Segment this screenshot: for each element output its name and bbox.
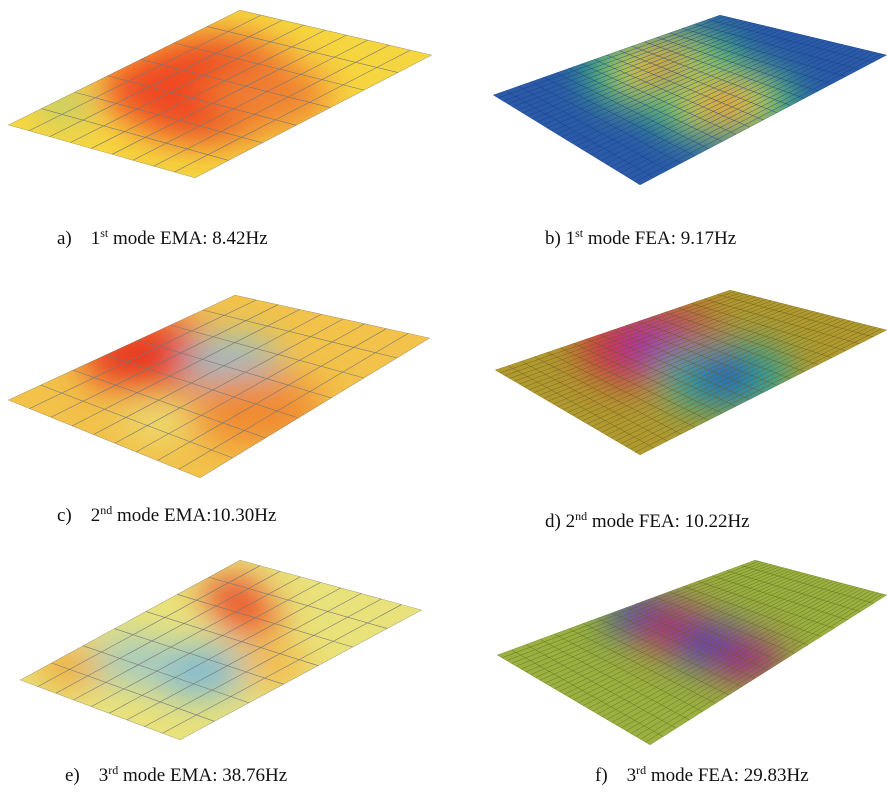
caption-text: rd	[108, 763, 118, 777]
caption-text: 3	[627, 765, 637, 786]
figure: a) 1st mode EMA: 8.42Hz b) 1st mode FEA:…	[0, 0, 887, 792]
contour-blob	[240, 648, 310, 686]
caption-text: 2	[91, 505, 101, 526]
contour-blob	[205, 62, 331, 129]
caption-text: nd	[100, 503, 112, 517]
plate	[493, 15, 887, 185]
caption-text: mode EMA:10.30Hz	[112, 505, 276, 526]
caption-text: 2	[566, 511, 576, 532]
plate	[8, 295, 430, 478]
caption: e) 3rd mode EMA: 38.76Hz	[65, 763, 287, 787]
caption-text: 1	[566, 228, 576, 249]
caption: f) 3rd mode FEA: 29.83Hz	[595, 763, 809, 787]
caption-text: d)	[545, 511, 561, 532]
caption-text: st	[575, 226, 583, 240]
caption-text: mode EMA: 38.76Hz	[118, 765, 287, 786]
caption-text: 3	[99, 765, 109, 786]
contour-blob	[222, 603, 284, 636]
caption-text: 1	[91, 228, 101, 249]
caption-text: a)	[57, 228, 72, 249]
caption-text: mode FEA: 29.83Hz	[646, 765, 809, 786]
caption: c) 2nd mode EMA:10.30Hz	[57, 503, 276, 527]
plate	[20, 560, 422, 740]
plate	[497, 560, 887, 745]
caption-text: b)	[545, 228, 561, 249]
caption-text: rd	[636, 763, 646, 777]
mode-shape-plots	[0, 0, 887, 792]
caption-text: mode FEA: 9.17Hz	[583, 228, 736, 249]
caption-text: f)	[595, 765, 608, 786]
caption: b) 1st mode FEA: 9.17Hz	[545, 226, 736, 250]
contour-blob	[183, 372, 323, 447]
caption-text: nd	[575, 509, 587, 523]
caption-text: c)	[57, 505, 72, 526]
caption: d) 2nd mode FEA: 10.22Hz	[545, 509, 750, 533]
caption-text: mode FEA: 10.22Hz	[587, 511, 750, 532]
plate	[8, 10, 432, 178]
caption-text: mode EMA: 8.42Hz	[108, 228, 267, 249]
contour-blob	[34, 649, 104, 687]
caption-text: e)	[65, 765, 80, 786]
contour-blob	[124, 399, 194, 437]
plate	[495, 290, 887, 455]
caption: a) 1st mode EMA: 8.42Hz	[57, 226, 268, 250]
